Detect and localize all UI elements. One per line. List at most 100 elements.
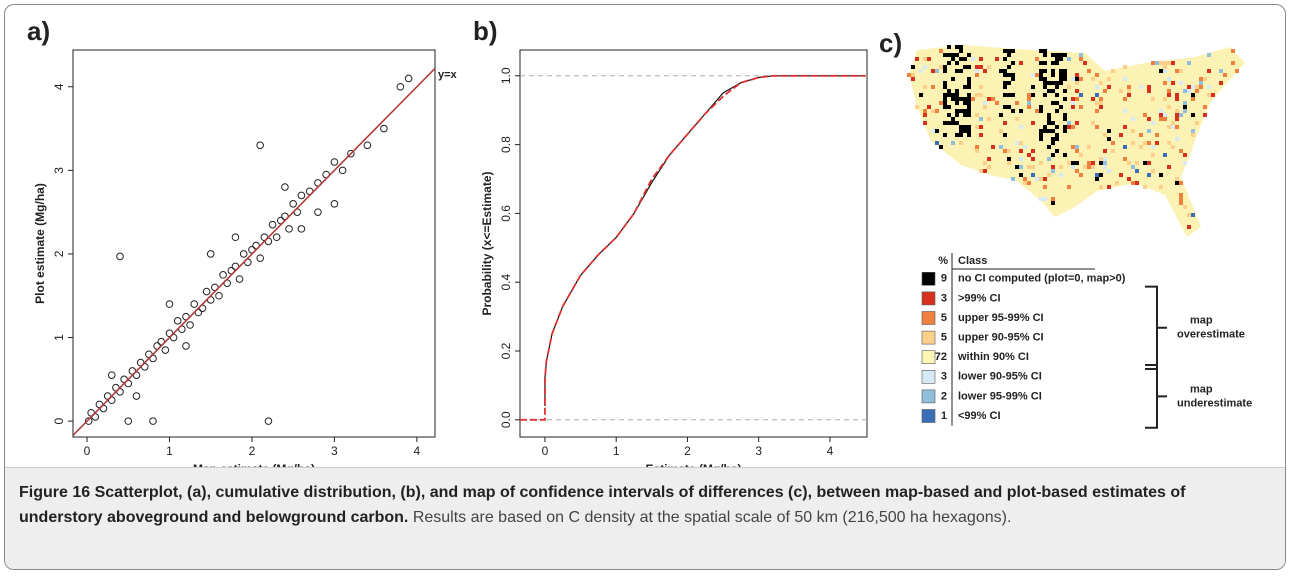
- map-cell: [1191, 113, 1195, 117]
- map-cell: [1043, 77, 1047, 81]
- panel-label: b): [473, 16, 498, 46]
- legend-percent: 5: [941, 312, 947, 324]
- map-cell: [1071, 165, 1075, 169]
- map-cell: [1151, 121, 1155, 125]
- map-cell: [959, 97, 963, 101]
- map-cell: [1043, 125, 1047, 129]
- map-cell: [963, 125, 967, 129]
- caption-label: Figure 16: [19, 484, 91, 501]
- map-cell: [947, 61, 951, 65]
- map-cell: [1043, 85, 1047, 89]
- map-cell: [1047, 121, 1051, 125]
- map-cell: [1131, 181, 1135, 185]
- map-cell: [1159, 69, 1163, 73]
- map-cell: [1071, 161, 1075, 165]
- y-tick-label: 0.0: [499, 411, 513, 428]
- map-cell: [1187, 85, 1191, 89]
- point: [396, 82, 405, 91]
- map-cell: [1007, 157, 1011, 161]
- map-cell: [1095, 125, 1099, 129]
- point: [338, 166, 347, 175]
- map-cell: [1127, 85, 1131, 89]
- map-cell: [947, 89, 951, 93]
- map-cell: [975, 149, 979, 153]
- cdf-line: [544, 75, 866, 407]
- map-cell: [1059, 165, 1063, 169]
- map-cell: [1047, 145, 1051, 149]
- legend-percent: 3: [941, 371, 947, 383]
- map-cell: [1159, 61, 1163, 65]
- legend-percent: 5: [941, 332, 947, 344]
- point: [239, 250, 248, 258]
- map-cell: [1019, 109, 1023, 113]
- point: [116, 252, 124, 261]
- map-cell: [1183, 101, 1187, 105]
- map-cell: [1079, 93, 1083, 97]
- map-cell: [939, 101, 943, 105]
- map-cell: [1015, 101, 1019, 105]
- map-cell: [1147, 117, 1151, 121]
- map-cell: [943, 133, 947, 137]
- map-cell: [1055, 101, 1059, 105]
- map-cell: [963, 129, 967, 133]
- map-cell: [1139, 145, 1143, 149]
- map-cell: [1063, 53, 1067, 57]
- y-tick-label: 0: [52, 417, 66, 424]
- y-tick-label: 1: [52, 334, 66, 341]
- point: [235, 275, 244, 283]
- map-cell: [1043, 197, 1047, 201]
- map-cell: [1135, 181, 1139, 185]
- map-cell: [955, 45, 959, 49]
- point: [264, 417, 273, 425]
- map-cell: [1107, 77, 1111, 81]
- point: [297, 225, 306, 233]
- map-cell: [1035, 177, 1039, 181]
- map-cell: [955, 93, 959, 97]
- map-cell: [1183, 89, 1187, 93]
- map-cell: [1019, 157, 1023, 161]
- map-cell: [1163, 61, 1167, 65]
- map-cell: [987, 97, 991, 101]
- map-cell: [1071, 105, 1075, 109]
- map-cell: [1175, 109, 1179, 113]
- x-axis-label: Map estimate (Mg/ha): [193, 462, 315, 467]
- map-cell: [951, 93, 955, 97]
- map-cell: [1159, 113, 1163, 117]
- map-cell: [967, 77, 971, 81]
- map-cell: [943, 81, 947, 85]
- legend-swatch: [921, 369, 936, 384]
- map-cell: [1147, 141, 1151, 145]
- map-cell: [1019, 125, 1023, 129]
- map-cell: [1015, 141, 1019, 145]
- map-cell: [1003, 133, 1007, 137]
- map-cell: [1163, 69, 1167, 73]
- map-cell: [1147, 89, 1151, 93]
- map-cell: [1115, 181, 1119, 185]
- map-cell: [1051, 101, 1055, 105]
- map-cell: [923, 65, 927, 69]
- point: [347, 149, 355, 158]
- map-cell: [1131, 165, 1135, 169]
- map-cell: [967, 81, 971, 85]
- map-cell: [1019, 149, 1023, 153]
- map-cell: [935, 109, 939, 113]
- legend-class: <99% CI: [958, 410, 1001, 422]
- map-cell: [1055, 85, 1059, 89]
- map-cell: [1071, 97, 1075, 101]
- map-cell: [975, 145, 979, 149]
- y-tick-label: 0.6: [499, 205, 513, 222]
- legend-percent: 72: [935, 351, 947, 363]
- map-cell: [1051, 61, 1055, 65]
- map-cell: [1123, 125, 1127, 129]
- map-cell: [1063, 125, 1067, 129]
- map-cell: [1007, 93, 1011, 97]
- map-cell: [955, 61, 959, 65]
- map-cell: [1219, 69, 1223, 73]
- map-cell: [1147, 161, 1151, 165]
- map-cell: [1039, 161, 1043, 165]
- map-cell: [1119, 89, 1123, 93]
- legend-bracket: [1145, 364, 1167, 429]
- map-cell: [931, 109, 935, 113]
- map-cell: [975, 93, 979, 97]
- map-cell: [1059, 69, 1063, 73]
